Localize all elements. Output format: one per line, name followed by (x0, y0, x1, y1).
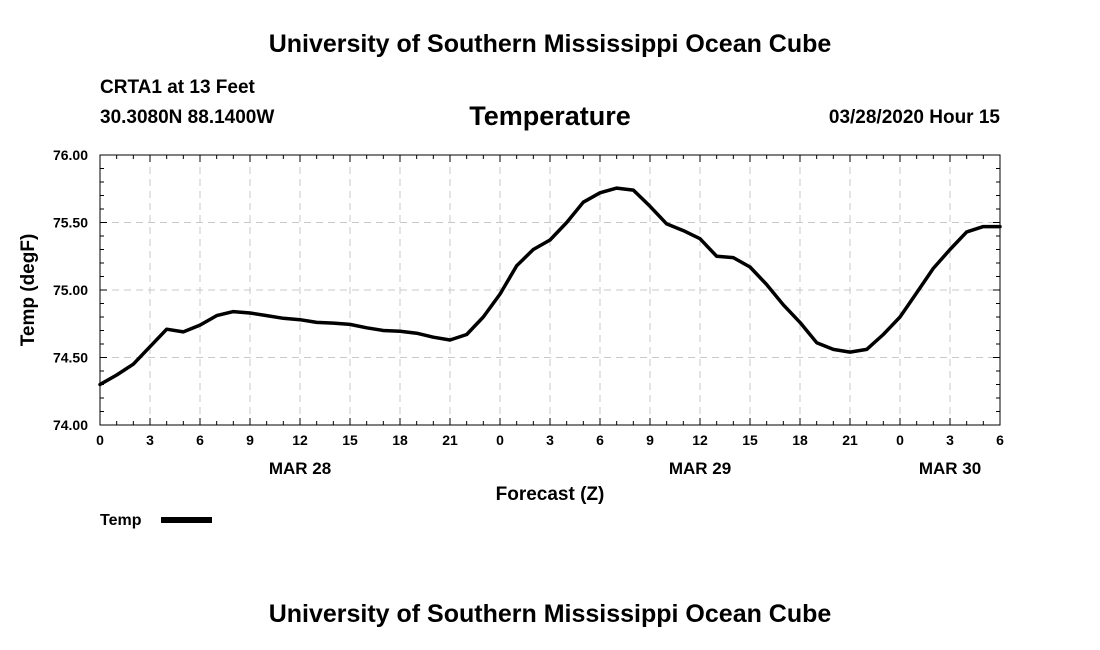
x-tick-label: 15 (742, 432, 758, 448)
station-name: CRTA1 at 13 Feet (100, 77, 255, 98)
axis-ticks (99, 154, 1001, 426)
x-tick-label: 0 (896, 432, 904, 448)
x-tick-label: 18 (392, 432, 408, 448)
x-tick-label: 9 (646, 432, 654, 448)
x-tick-label: 12 (292, 432, 308, 448)
chart-title: Temperature (469, 101, 631, 131)
y-axis-label: Temp (degF) (18, 234, 39, 347)
tick-labels: 0 3 6 9 12 15 18 21 0 3 6 9 12 15 18 21 0 3 6 74.00 74.50 75.… (53, 147, 1004, 478)
footer-title: University of Southern Mississippi Ocean… (268, 600, 832, 628)
page-title: University of Southern Mississippi Ocean… (268, 30, 832, 58)
forecast-datetime: 03/28/2020 Hour 15 (828, 107, 1000, 128)
day-label: MAR 30 (919, 459, 981, 478)
y-tick-label: 75.00 (53, 282, 88, 298)
grid-lines (100, 155, 1000, 425)
day-label: MAR 29 (669, 459, 731, 478)
legend-label: Temp (100, 512, 142, 529)
x-tick-label: 6 (196, 432, 204, 448)
series-line-temp (98, 186, 1002, 387)
y-tick-label: 75.50 (53, 215, 88, 231)
station-coordinates: 30.3080N 88.1400W (100, 107, 275, 128)
x-tick-label: 6 (596, 432, 604, 448)
x-tick-label: 12 (692, 432, 708, 448)
x-axis-label: Forecast (Z) (496, 484, 605, 505)
y-tick-label: 76.00 (53, 147, 88, 163)
series-layer (98, 186, 1002, 387)
legend: Temp (100, 512, 212, 529)
x-tick-label: 21 (442, 432, 458, 448)
x-tick-label: 0 (496, 432, 504, 448)
day-label: MAR 28 (269, 459, 331, 478)
x-tick-label: 0 (96, 432, 104, 448)
x-tick-label: 15 (342, 432, 358, 448)
x-tick-label: 18 (792, 432, 808, 448)
x-tick-label: 6 (996, 432, 1004, 448)
y-tick-label: 74.00 (53, 417, 88, 433)
x-tick-label: 3 (146, 432, 154, 448)
x-tick-label: 3 (546, 432, 554, 448)
y-tick-label: 74.50 (53, 350, 88, 366)
x-tick-label: 21 (842, 432, 858, 448)
x-tick-label: 9 (246, 432, 254, 448)
x-tick-label: 3 (946, 432, 954, 448)
